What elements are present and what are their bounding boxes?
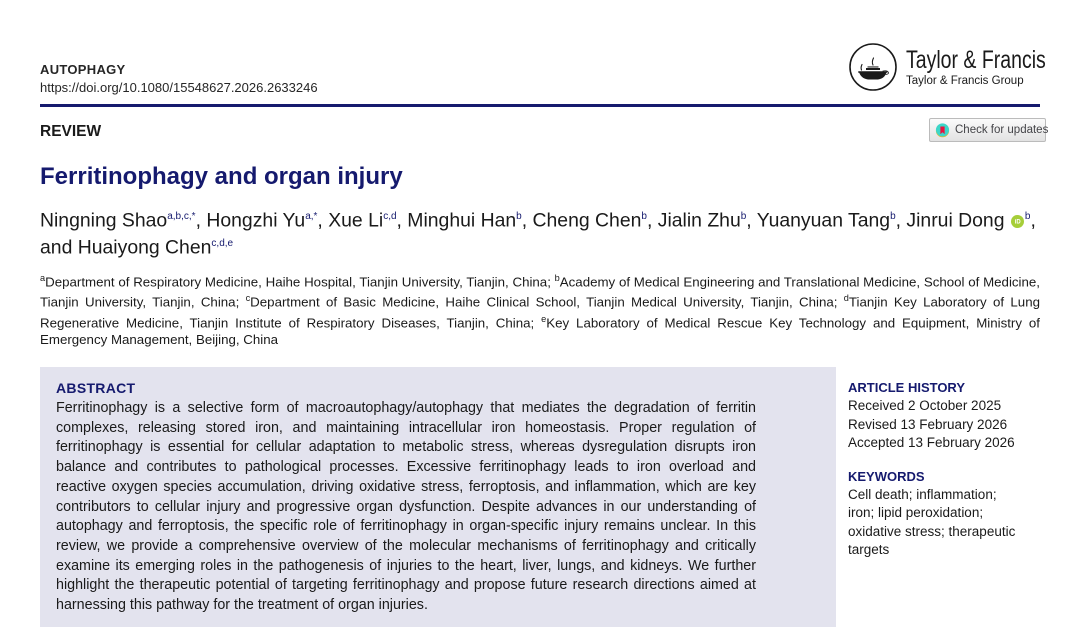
svg-text:iD: iD [1015,220,1022,226]
